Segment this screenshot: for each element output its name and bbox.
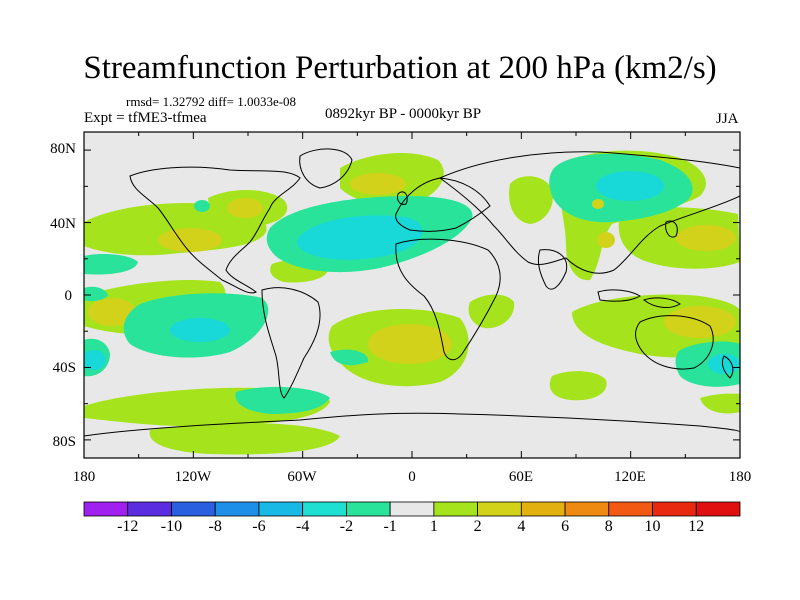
colorbar-swatch: [520, 501, 566, 517]
period-label: 0892kyr BP - 0000kyr BP: [325, 106, 482, 122]
colorbar-swatch: [389, 501, 435, 517]
colorbar: [83, 501, 741, 517]
colorbar-swatch: [302, 501, 347, 517]
colorbar-swatch: [477, 501, 522, 517]
colorbar-label: 12: [688, 518, 704, 535]
season-label: JJA: [716, 111, 739, 127]
colorbar-swatch: [214, 501, 260, 517]
colorbar-swatch: [564, 501, 610, 517]
colorbar-label: 2: [474, 518, 482, 535]
colorbar-swatch: [258, 501, 304, 517]
colorbar-label: 4: [517, 518, 525, 535]
stats-text: rmsd= 1.32792 diff= 1.0033e-08: [126, 94, 297, 109]
colorbar-swatch: [171, 501, 216, 517]
colorbar-swatch: [83, 501, 129, 517]
lon-label-180w: 180: [73, 469, 96, 485]
axis-ticks: [83, 132, 741, 458]
lon-label-0: 0: [408, 469, 416, 485]
lon-label-180e: 180: [729, 469, 752, 485]
chart-title: Streamfunction Perturbation at 200 hPa (…: [83, 50, 717, 86]
coastlines: [84, 148, 740, 437]
colorbar-label: -8: [209, 518, 222, 535]
lon-label-120e: 120E: [614, 469, 646, 485]
experiment-label: Expt = tfME3-tfmea: [84, 110, 207, 126]
lat-label-0: 0: [65, 288, 73, 304]
lon-label-60e: 60E: [509, 469, 533, 485]
latitude-labels: 80N 40N 0 40S 80S: [50, 141, 76, 450]
colorbar-label: -2: [340, 518, 353, 535]
colorbar-swatch: [345, 501, 391, 517]
colorbar-swatch: [652, 501, 697, 517]
colorbar-swatch: [608, 501, 653, 517]
longitude-labels: 180 120W 60W 0 60E 120E 180: [73, 469, 752, 485]
strong-negative-contours: [84, 171, 740, 374]
colorbar-labels: -12 -10 -8 -6 -4 -2 -1 1 2 4 6 8 10 12: [117, 518, 704, 535]
colorbar-swatch: [433, 501, 479, 517]
colorbar-swatch: [695, 501, 741, 517]
contour-fields: [84, 150, 740, 455]
colorbar-label: -4: [296, 518, 309, 535]
colorbar-label: 1: [430, 518, 438, 535]
lon-label-120w: 120W: [175, 469, 213, 485]
colorbar-swatch: [127, 501, 172, 517]
colorbar-label: -6: [252, 518, 265, 535]
colorbar-label: -1: [383, 518, 396, 535]
lon-label-60w: 60W: [287, 469, 317, 485]
lat-label-80n: 80N: [50, 141, 76, 157]
lat-label-80s: 80S: [53, 434, 76, 450]
lat-label-40s: 40S: [53, 360, 76, 376]
colorbar-label: 8: [605, 518, 613, 535]
lat-label-40n: 40N: [50, 216, 76, 232]
strong-positive-contours: [88, 173, 736, 364]
colorbar-label: 6: [561, 518, 569, 535]
colorbar-label: 10: [645, 518, 661, 535]
colorbar-label: -10: [161, 518, 182, 535]
colorbar-label: -12: [117, 518, 138, 535]
